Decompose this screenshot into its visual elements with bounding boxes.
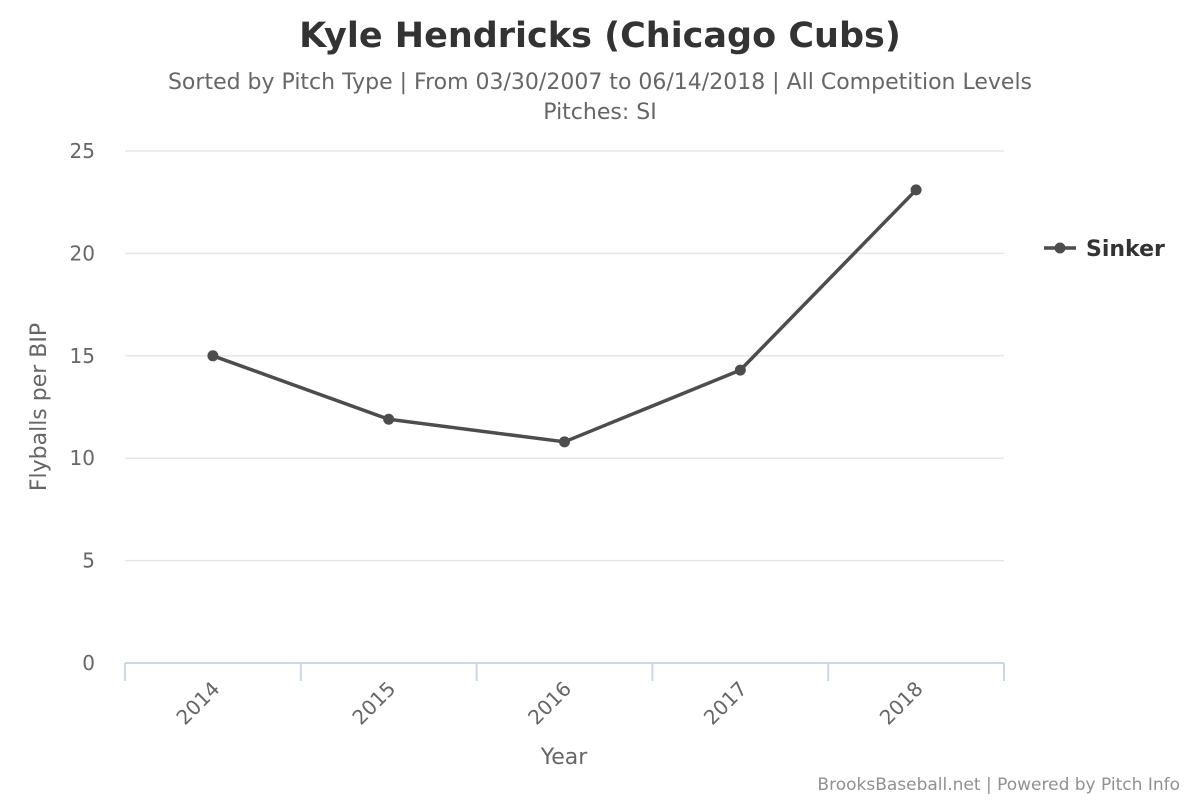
y-tick-label: 20 [70,241,95,265]
y-tick-label: 10 [70,446,95,470]
series-sinker[interactable] [207,184,922,448]
x-axis: 2014 2015 2016 2017 2018 [124,662,1005,730]
data-point[interactable] [910,184,922,196]
series-line-sinker[interactable] [212,188,918,444]
chart-subtitle-line-2: Pitches: SI [543,100,656,125]
y-axis-title: Flyballs per BIP [27,323,52,491]
legend[interactable]: Sinker [1044,237,1165,262]
gridlines [125,150,1004,562]
data-point[interactable] [207,350,219,362]
credits-link[interactable]: BrooksBaseball.net | Powered by Pitch In… [817,775,1180,795]
x-tick-label: 2015 [347,677,400,730]
y-tick-label: 25 [70,139,95,163]
y-tick-label: 0 [82,651,95,675]
data-point[interactable] [559,436,570,448]
chart-subtitle-line-1: Sorted by Pitch Type | From 03/30/2007 t… [168,70,1032,95]
y-axis-tick-labels: 0 5 10 15 20 25 [70,139,95,675]
x-tick-label: 2017 [699,677,752,730]
x-tick-label: 2016 [523,677,576,730]
y-tick-label: 15 [70,344,95,368]
x-axis-title: Year [540,745,589,770]
data-point[interactable] [383,413,395,425]
chart-title: Kyle Hendricks (Chicago Cubs) [299,16,901,56]
x-tick-label: 2018 [875,677,928,730]
legend-marker-sinker [1054,242,1066,254]
data-point[interactable] [734,364,746,376]
legend-label-sinker[interactable]: Sinker [1086,237,1165,262]
y-tick-label: 5 [82,549,95,573]
x-tick-label: 2014 [171,677,224,730]
